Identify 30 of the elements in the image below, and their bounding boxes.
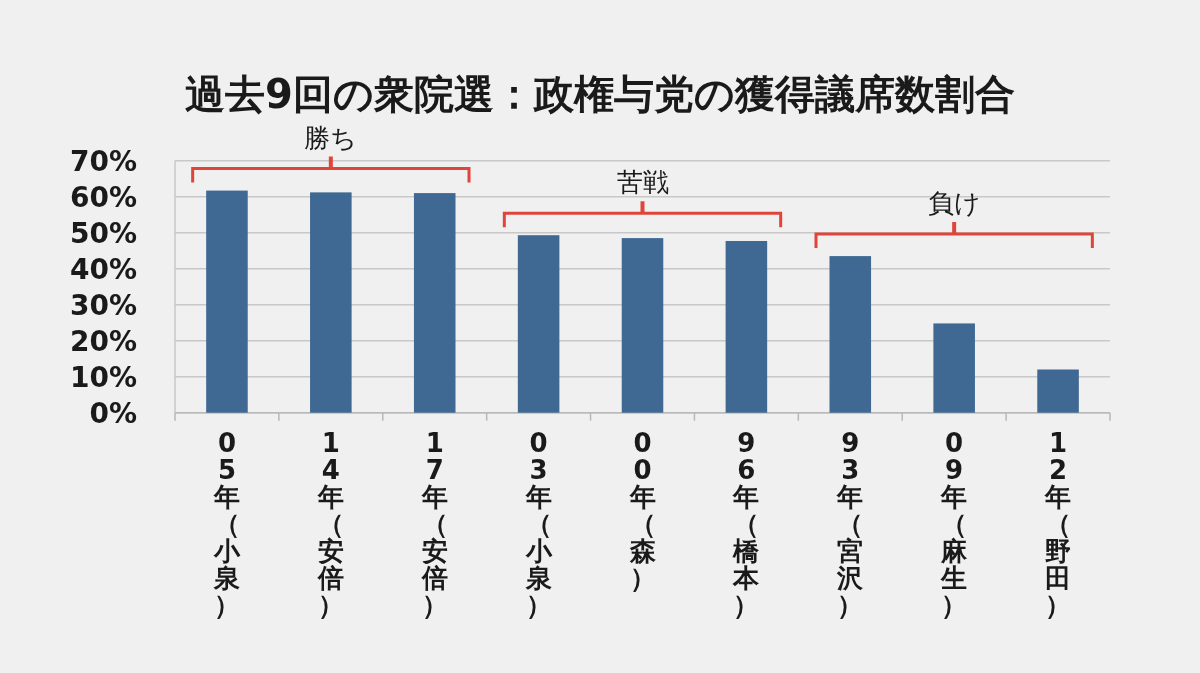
chart-title: 過去9回の衆院選：政権与党の獲得議席数割合 xyxy=(185,71,1015,117)
y-tick-label: 70% xyxy=(69,144,137,178)
y-tick-label: 60% xyxy=(69,180,137,214)
bar xyxy=(517,235,560,413)
bar xyxy=(621,238,664,413)
y-tick-label: 20% xyxy=(69,324,137,358)
bar xyxy=(829,256,872,413)
x-tick-label: 09年（麻生） xyxy=(940,428,969,620)
y-tick-label: 10% xyxy=(69,360,137,394)
bar xyxy=(1037,369,1079,413)
x-tick-label: 12年（野田） xyxy=(1044,428,1072,620)
annotation: 苦戦 xyxy=(616,167,669,198)
x-tick-label: 14年（安倍） xyxy=(316,428,344,620)
bar xyxy=(206,190,248,413)
x-tick-label: 05年（小泉） xyxy=(212,428,241,620)
y-tick-label: 40% xyxy=(69,252,137,286)
x-tick-label: 00年（森） xyxy=(628,428,656,593)
y-tick-label: 0% xyxy=(89,396,137,430)
x-tick-label: 93年（宮沢） xyxy=(836,428,865,620)
x-tick-label: 96年（橋本） xyxy=(732,428,761,620)
y-tick-label: 50% xyxy=(69,216,137,250)
x-tick-label: 17年（安倍） xyxy=(420,428,448,620)
annotation: 負け xyxy=(927,188,981,219)
bar xyxy=(310,192,352,413)
bar xyxy=(725,240,768,413)
text: 勝ち xyxy=(304,122,358,153)
y-tick-label: 30% xyxy=(69,288,137,322)
x-tick-label: 03年（小泉） xyxy=(524,428,553,620)
bar xyxy=(413,193,456,413)
bar xyxy=(933,323,975,413)
